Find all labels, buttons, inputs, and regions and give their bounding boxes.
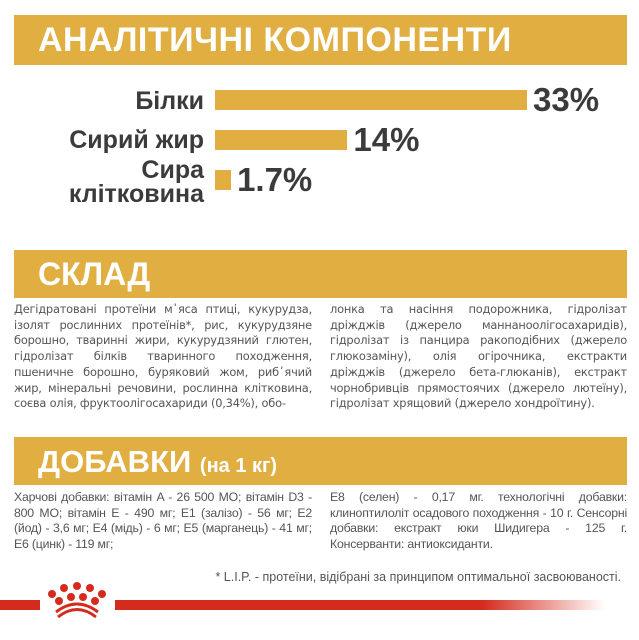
composition-title: СКЛАД	[38, 256, 151, 292]
fiber-label-line2: клітковина	[68, 180, 204, 208]
additives-subtitle: (на 1 кг)	[199, 455, 278, 477]
protein-label: Білки	[135, 87, 204, 115]
additives-title-wrap: ДОБАВКИ (на 1 кг)	[38, 444, 277, 480]
red-line-left	[0, 600, 40, 610]
composition-text-right: лонка та насіння подорожника, гідролізат…	[330, 302, 627, 411]
analytic-header: АНАЛІТИЧНІ КОМПОНЕНТИ	[14, 15, 627, 65]
fiber-label: Сира клітковина	[68, 156, 204, 208]
composition-text-left: Дегідратовані протеїни м᾿яса птиці, куку…	[14, 302, 312, 411]
additives-text-left: Харчові добавки: вітамін A - 26 500 МО; …	[14, 490, 312, 552]
fiber-bar	[215, 170, 232, 190]
fat-bar	[215, 130, 348, 150]
fat-value: 14%	[353, 121, 420, 158]
protein-bar	[215, 90, 527, 110]
additives-title: ДОБАВКИ	[38, 444, 192, 479]
fiber-value: 1.7%	[237, 161, 313, 198]
fiber-label-line1: Сира	[141, 156, 204, 184]
protein-value: 33%	[533, 81, 600, 118]
analytic-title: АНАЛІТИЧНІ КОМПОНЕНТИ	[38, 21, 512, 59]
red-line-right	[115, 600, 605, 610]
additives-header: ДОБАВКИ (на 1 кг)	[14, 437, 627, 485]
footnote: * L.I.P. - протеїни, відібрані за принци…	[215, 570, 621, 584]
fat-label: Сирий жир	[69, 126, 204, 154]
additives-text-right: E8 (селен) - 0,17 мг. технологічні добав…	[330, 490, 627, 552]
composition-header: СКЛАД	[14, 250, 627, 298]
royal-canin-crown-icon	[48, 582, 106, 619]
